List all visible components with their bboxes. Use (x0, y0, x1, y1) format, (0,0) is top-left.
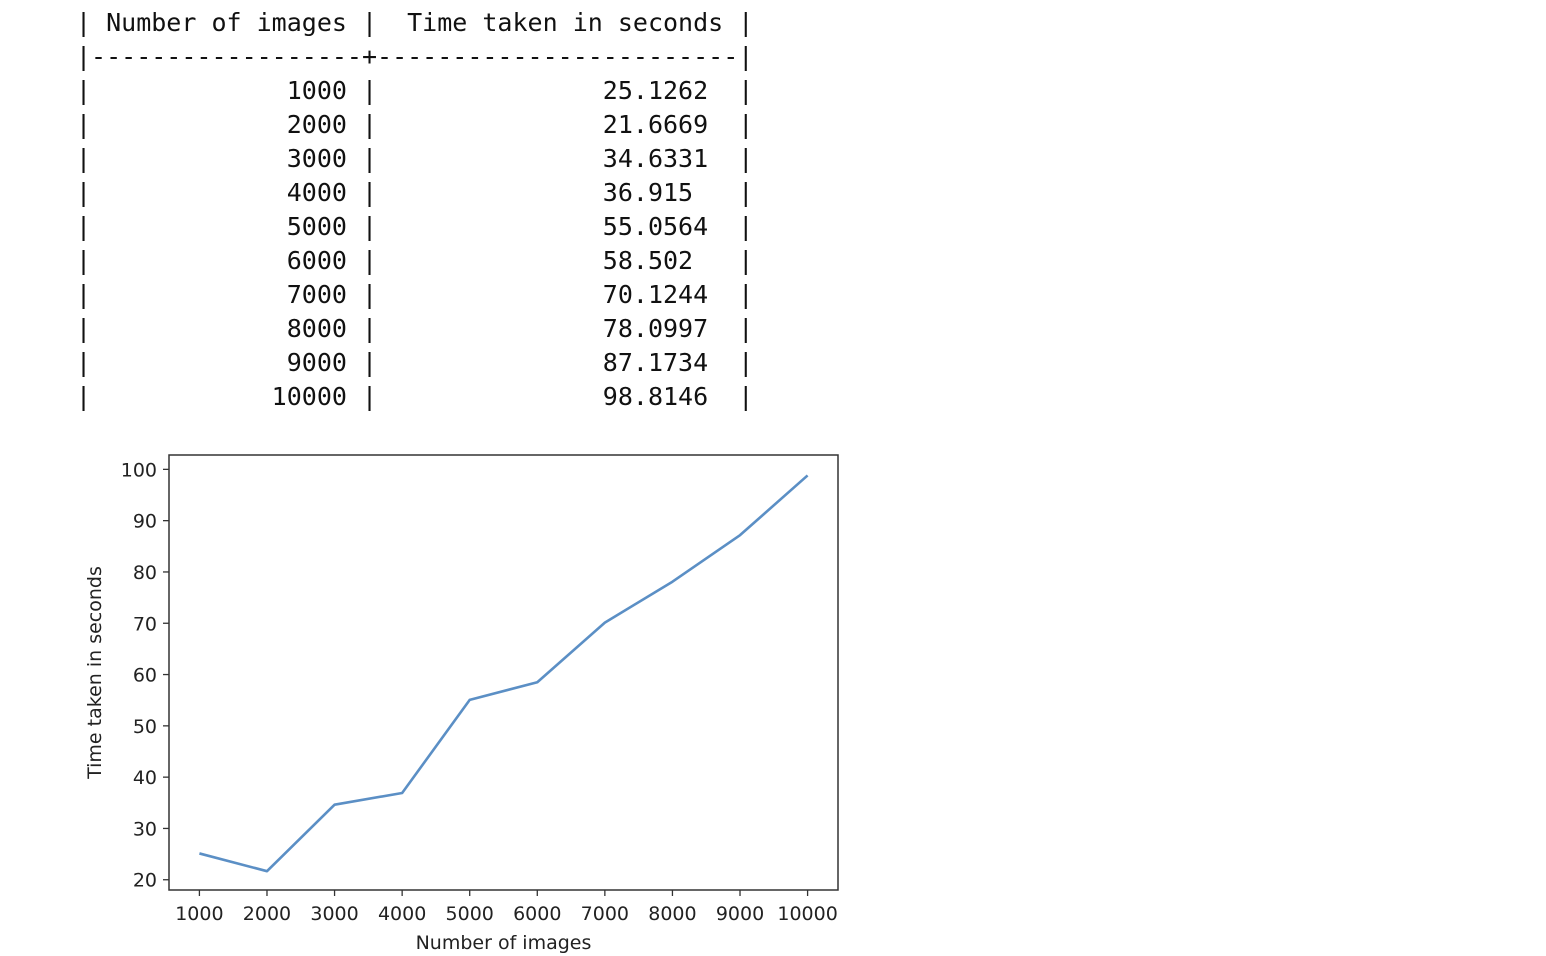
x-tick-label: 10000 (777, 903, 837, 925)
x-tick-label: 1000 (175, 903, 223, 925)
x-tick-label: 6000 (513, 903, 561, 925)
y-axis-title: Time taken in seconds (84, 566, 106, 780)
y-tick-label: 30 (133, 818, 157, 840)
x-axis: 1000 2000 3000 4000 5000 6000 7000 8000 9000 1000… (175, 890, 838, 925)
x-tick-label: 9000 (716, 903, 764, 925)
y-axis: 20 30 40 50 60 70 80 90 100 (121, 459, 169, 892)
x-tick-label: 8000 (648, 903, 696, 925)
x-tick-label: 3000 (310, 903, 358, 925)
y-tick-label: 80 (133, 562, 157, 584)
x-axis-title: Number of images (416, 932, 592, 954)
plot-frame (168, 454, 839, 891)
y-tick-label: 60 (133, 665, 157, 687)
y-tick-label: 100 (121, 459, 157, 481)
results-table: | Number of images | Time taken in secon… (76, 8, 754, 411)
y-tick-label: 70 (133, 613, 157, 635)
x-tick-label: 4000 (378, 903, 426, 925)
line-chart: 1000 2000 3000 4000 5000 6000 7000 8000 9000 1000… (84, 454, 839, 954)
y-tick-label: 50 (133, 716, 157, 738)
series-line (199, 474, 809, 873)
y-tick-label: 20 (133, 870, 157, 892)
x-tick-label: 7000 (581, 903, 629, 925)
y-tick-label: 40 (133, 767, 157, 789)
x-tick-label: 5000 (446, 903, 494, 925)
x-tick-label: 2000 (243, 903, 291, 925)
y-tick-label: 90 (133, 511, 157, 533)
